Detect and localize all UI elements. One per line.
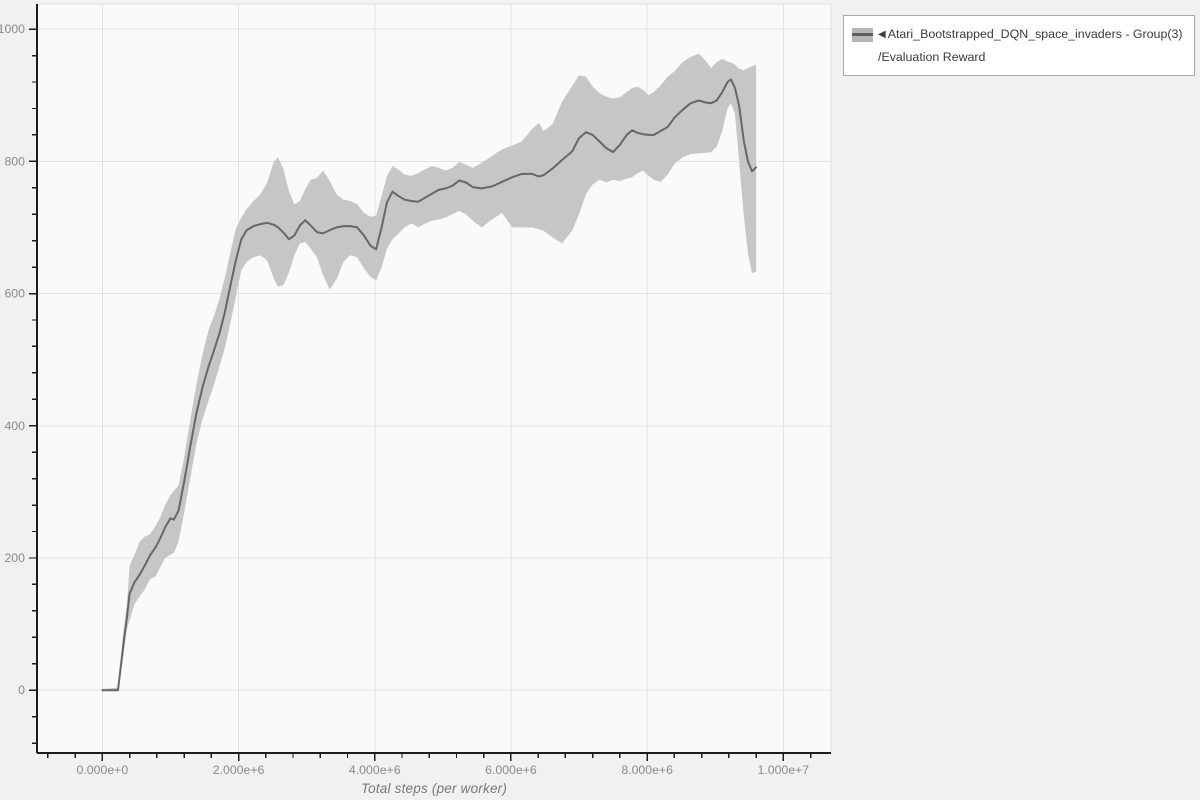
mean-line (101, 78, 758, 692)
y-tick-label: 1000 (0, 22, 25, 36)
axis-ticks (29, 28, 812, 761)
y-tick-label: 600 (4, 287, 25, 301)
legend-box: ◀ Atari_Bootstrapped_DQN_space_invaders … (843, 15, 1195, 76)
y-tick-label: 400 (4, 419, 25, 433)
collapse-arrow-icon[interactable]: ◀ (878, 28, 886, 40)
x-tick-label: 1.000e+7 (758, 763, 810, 777)
legend-item[interactable]: ◀ Atari_Bootstrapped_DQN_space_invaders … (852, 23, 1186, 46)
plot-border (37, 3, 832, 753)
tick-labels: 0.000e+0 2.000e+6 4.000e+6 6.000e+6 8.000e+6… (0, 22, 809, 777)
axes (36, 4, 831, 754)
y-tick-label: 800 (4, 154, 25, 168)
x-axis-title: Total steps (per worker) (360, 781, 508, 796)
x-tick-label: 6.000e+6 (485, 763, 537, 777)
x-tick-label: 0.000e+0 (77, 763, 129, 777)
x-tick-label: 8.000e+6 (621, 763, 673, 777)
series-swatch-icon (852, 27, 873, 42)
y-tick-label: 0 (18, 683, 25, 697)
confidence-band (102, 53, 757, 691)
legend-metric-name: /Evaluation Reward (878, 50, 986, 64)
gridlines (37, 4, 831, 753)
y-tick-label: 200 (4, 551, 25, 565)
legend-series-name: Atari_Bootstrapped_DQN_space_invaders - … (887, 27, 1183, 41)
x-tick-label: 2.000e+6 (213, 763, 265, 777)
x-tick-label: 4.000e+6 (349, 763, 401, 777)
